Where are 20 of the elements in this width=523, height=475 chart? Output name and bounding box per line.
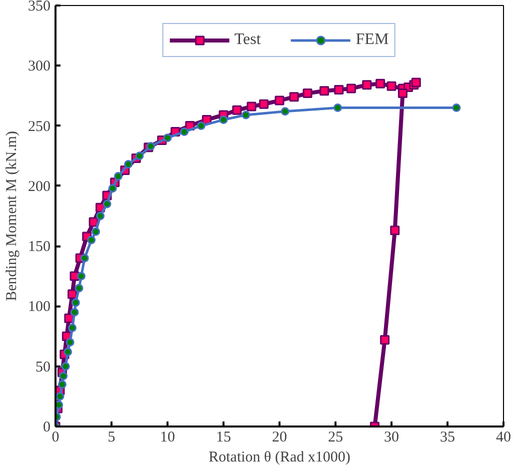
x-tick-label: 5 bbox=[108, 430, 116, 446]
y-tick-label: 250 bbox=[28, 118, 50, 135]
y-tick-label: 50 bbox=[36, 359, 50, 376]
legend-label: FEM bbox=[356, 31, 389, 49]
y-tick-label: 200 bbox=[28, 178, 50, 195]
y-tick-label: 300 bbox=[28, 58, 50, 75]
y-tick-label: 350 bbox=[28, 0, 50, 14]
x-axis-title: Rotation θ (Rad x1000) bbox=[208, 450, 350, 466]
x-tick-label: 40 bbox=[496, 430, 511, 446]
y-axis-title: Bending Moment M (kN.m) bbox=[4, 130, 20, 301]
legend-label: Test bbox=[234, 31, 261, 49]
y-tick-label: 0 bbox=[43, 420, 50, 436]
x-tick-label: 20 bbox=[272, 430, 287, 446]
x-tick-label: 35 bbox=[440, 430, 455, 446]
x-tick-label: 15 bbox=[216, 430, 231, 446]
x-tick-label: 10 bbox=[160, 430, 175, 446]
x-tick-label: 25 bbox=[328, 430, 343, 446]
y-tick-label: 100 bbox=[28, 299, 50, 316]
y-tick-label: 150 bbox=[28, 239, 50, 256]
x-tick-label: 30 bbox=[384, 430, 399, 446]
